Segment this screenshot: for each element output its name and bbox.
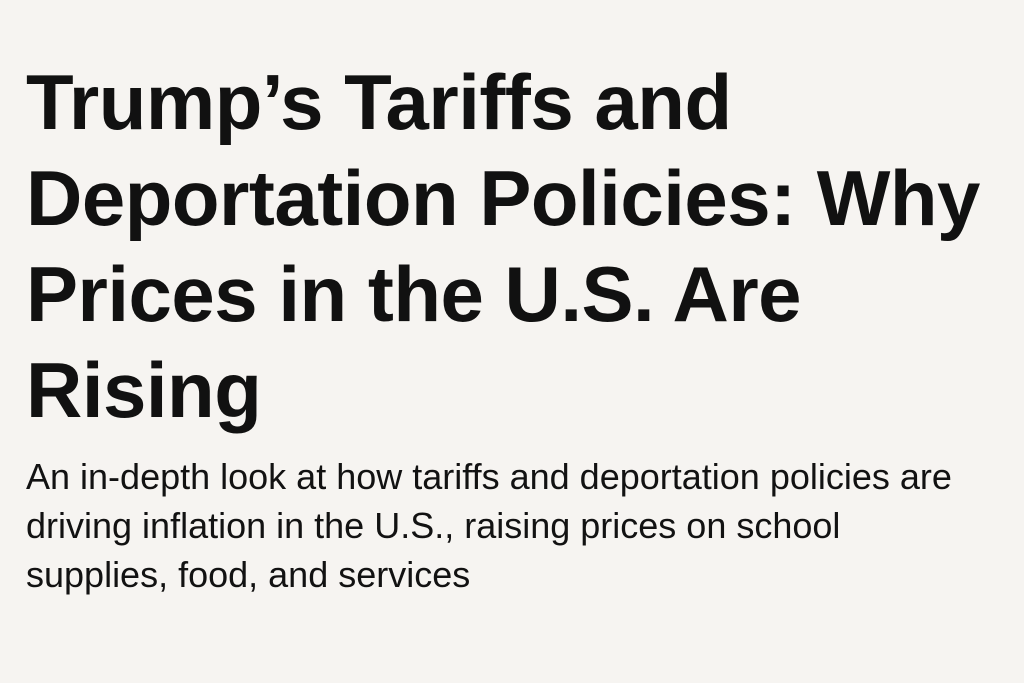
headline: Trump’s Tariffs and Deportation Policies…: [26, 58, 980, 434]
article-header: Trump’s Tariffs and Deportation Policies…: [26, 54, 986, 599]
subheadline: An in-depth look at how tariffs and depo…: [26, 456, 952, 595]
